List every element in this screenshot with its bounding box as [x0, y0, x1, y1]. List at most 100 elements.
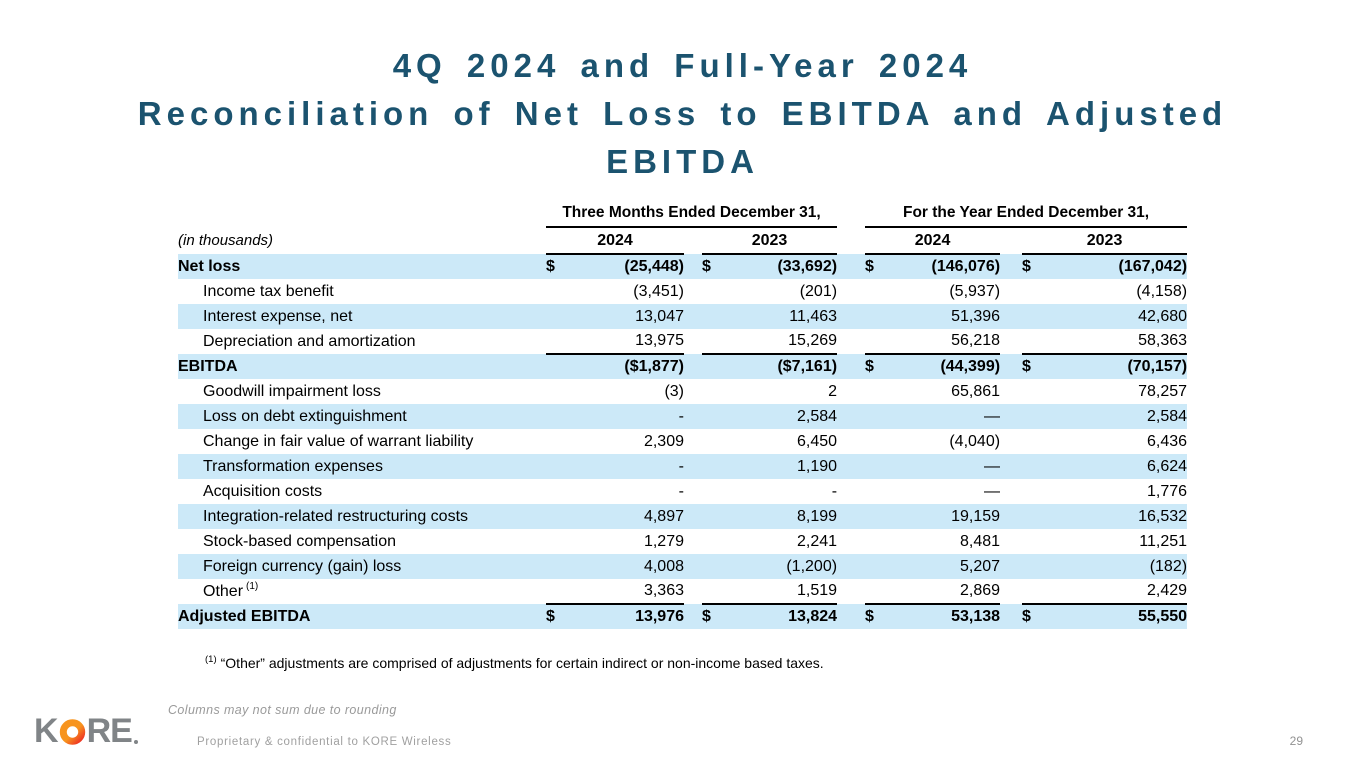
currency-symbol — [865, 529, 895, 554]
row-label: Foreign currency (gain) loss — [178, 554, 546, 579]
logo-letter-k: K — [34, 712, 59, 750]
row-label: Goodwill impairment loss — [203, 382, 381, 400]
spacer-cell — [837, 379, 865, 404]
cell-value: ($7,161) — [732, 354, 838, 379]
spacer-cell — [837, 604, 866, 629]
cell-value: 2 — [828, 382, 838, 400]
currency-symbol — [865, 379, 895, 404]
confidential-note: Proprietary & confidential to KORE Wirel… — [197, 736, 452, 748]
cell-value: 1,519 — [732, 579, 838, 605]
spacer-cell — [684, 604, 702, 629]
currency-symbol: $ — [546, 604, 576, 629]
spacer-cell — [1000, 254, 1023, 279]
cell-value: 53,138 — [895, 604, 1001, 629]
row-label: Depreciation and amortization — [203, 332, 416, 350]
cell-value: 6,436 — [1147, 432, 1188, 450]
spacer-cell — [837, 479, 865, 504]
currency-symbol: $ — [865, 604, 896, 629]
currency-symbol — [702, 529, 732, 554]
currency-symbol — [546, 504, 576, 529]
row-label: Income tax benefit — [203, 282, 334, 300]
cell-value: ($1,877) — [576, 354, 684, 379]
table-row: Income tax benefit (3,451) (201) (5,937) (4,… — [178, 279, 1187, 304]
currency-symbol — [546, 454, 576, 479]
currency-symbol — [1022, 579, 1053, 605]
currency-symbol — [1022, 404, 1053, 429]
cell-value: (167,042) — [1052, 254, 1188, 279]
currency-symbol — [546, 429, 576, 454]
cell-value: (1,200) — [732, 554, 838, 579]
spacer-cell — [1000, 379, 1022, 404]
cell-value: — — [895, 404, 1001, 429]
cell-value: (3,451) — [633, 282, 684, 300]
spacer-cell — [837, 254, 866, 279]
spacer-cell — [684, 254, 702, 279]
table-row: Foreign currency (gain) loss 4,008 (1,200)… — [178, 554, 1188, 579]
currency-symbol — [702, 479, 732, 504]
spacer-cell — [684, 479, 702, 504]
spacer-cell — [1000, 279, 1022, 304]
currency-symbol — [702, 579, 732, 605]
cell-value: 58,363 — [1052, 329, 1188, 355]
cell-value: (146,076) — [895, 254, 1001, 279]
currency-symbol: $ — [546, 254, 576, 279]
cell-value: 6,450 — [797, 432, 838, 450]
cell-value: - — [831, 482, 838, 500]
table-row: EBITDA ($1,877) ($7,161) $ (44,399) $ (70,157) — [178, 354, 1188, 379]
table-row: Integration-related restructuring costs 4… — [178, 504, 1188, 529]
currency-symbol — [546, 479, 576, 504]
cell-value: 8,199 — [732, 504, 838, 529]
kore-logo: K RE — [34, 714, 138, 748]
cell-value: (25,448) — [576, 254, 684, 279]
year-header: 2023 — [702, 227, 838, 255]
row-label: Other (1) — [203, 581, 259, 600]
currency-symbol — [1022, 379, 1052, 404]
currency-symbol — [546, 304, 576, 329]
spacer-cell — [1000, 554, 1023, 579]
spacer-cell — [1000, 354, 1023, 379]
spacer-cell — [1000, 479, 1022, 504]
year-header: 2024 — [546, 227, 684, 255]
kore-o-ring-icon — [59, 719, 85, 745]
reconciliation-table: Three Months Ended December 31, For the Y… — [178, 200, 1188, 629]
table-row: Acquisition costs - - — 1,776 — [178, 479, 1187, 504]
spacer-cell — [684, 504, 702, 529]
cell-value: 13,047 — [576, 304, 684, 329]
cell-value: 1,190 — [732, 454, 838, 479]
spacer-cell — [1000, 429, 1022, 454]
spacer-cell — [684, 227, 702, 254]
spacer-cell — [684, 429, 702, 454]
title-line-2: Reconciliation of Net Loss to EBITDA and… — [137, 95, 1228, 132]
currency-symbol — [1022, 529, 1052, 554]
table-row: Adjusted EBITDA $13,976 $13,824 $53,138 $55,… — [178, 604, 1188, 629]
cell-value: 3,363 — [576, 579, 684, 605]
currency-symbol: $ — [1022, 354, 1053, 379]
spacer-cell — [1000, 227, 1022, 254]
row-label: Integration-related restructuring costs — [178, 504, 546, 529]
currency-symbol — [546, 279, 576, 304]
year-header: 2023 — [1022, 227, 1188, 255]
spacer-cell — [837, 504, 866, 529]
row-label: EBITDA — [178, 354, 546, 379]
cell-value: 2,241 — [797, 532, 838, 550]
currency-symbol — [702, 404, 732, 429]
currency-symbol — [546, 329, 576, 355]
year-header: 2024 — [865, 227, 1001, 255]
row-label: Acquisition costs — [203, 482, 323, 500]
cell-value: 6,624 — [1052, 454, 1188, 479]
cell-value: 16,532 — [1052, 504, 1188, 529]
spacer-cell — [1000, 579, 1022, 604]
currency-symbol — [702, 554, 732, 579]
units-label: (in thousands) — [178, 232, 274, 249]
spacer-cell — [1000, 504, 1023, 529]
spacer-cell — [837, 404, 866, 429]
spacer-cell — [837, 554, 866, 579]
cell-value: 13,824 — [732, 604, 838, 629]
cell-value: 2,584 — [732, 404, 838, 429]
spacer-cell — [684, 329, 702, 354]
cell-value: 11,463 — [732, 304, 838, 329]
cell-value: 13,976 — [576, 604, 684, 629]
footnote-marker: (1) — [205, 654, 217, 666]
spacer-cell — [684, 304, 702, 329]
